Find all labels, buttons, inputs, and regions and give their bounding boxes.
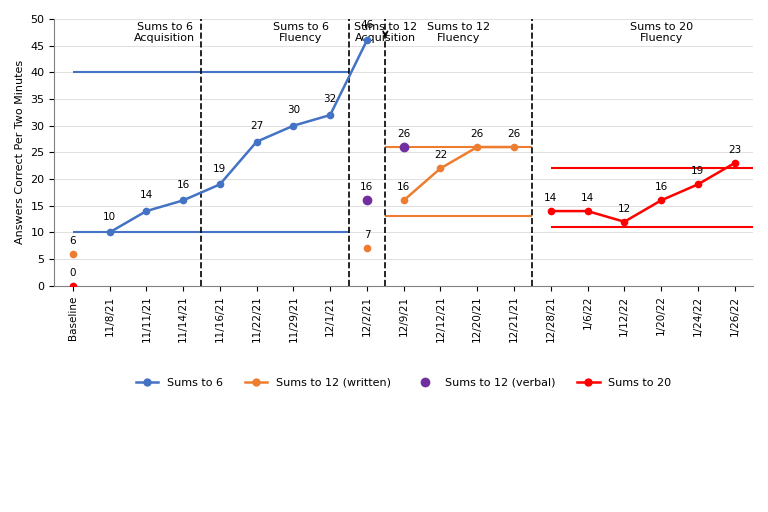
Text: Sums to 12
Acquisition: Sums to 12 Acquisition (354, 22, 417, 44)
Text: 26: 26 (471, 129, 484, 139)
Text: 23: 23 (728, 145, 741, 155)
Y-axis label: Answers Correct Per Two Minutes: Answers Correct Per Two Minutes (15, 60, 25, 244)
Text: Sums to 20
Fluency: Sums to 20 Fluency (630, 22, 693, 44)
Text: 32: 32 (323, 94, 337, 104)
Legend: Sums to 6, Sums to 12 (written), Sums to 12 (verbal), Sums to 20: Sums to 6, Sums to 12 (written), Sums to… (131, 373, 676, 392)
Text: 19: 19 (214, 164, 227, 174)
Text: 16: 16 (177, 180, 190, 190)
Text: 27: 27 (250, 121, 263, 131)
Text: 16: 16 (360, 182, 373, 193)
Text: 6: 6 (69, 236, 76, 246)
Text: Sums to 6
Fluency: Sums to 6 Fluency (273, 22, 329, 44)
Text: 46: 46 (360, 19, 373, 30)
Text: 26: 26 (508, 129, 521, 139)
Text: 16: 16 (397, 182, 410, 193)
Text: 7: 7 (363, 230, 370, 241)
Text: Sums to 6
Acquisition: Sums to 6 Acquisition (134, 22, 195, 44)
Text: 22: 22 (434, 151, 447, 160)
Text: 0: 0 (70, 268, 76, 278)
Text: 26: 26 (397, 129, 410, 139)
Text: 14: 14 (545, 193, 558, 203)
Text: 10: 10 (103, 212, 116, 222)
Text: 30: 30 (286, 105, 300, 115)
Text: Sums to 12
Fluency: Sums to 12 Fluency (427, 22, 491, 44)
Text: 14: 14 (140, 190, 153, 200)
Text: 14: 14 (581, 193, 594, 203)
Text: 16: 16 (654, 182, 667, 193)
Text: 12: 12 (617, 204, 631, 214)
Text: 19: 19 (691, 166, 704, 177)
